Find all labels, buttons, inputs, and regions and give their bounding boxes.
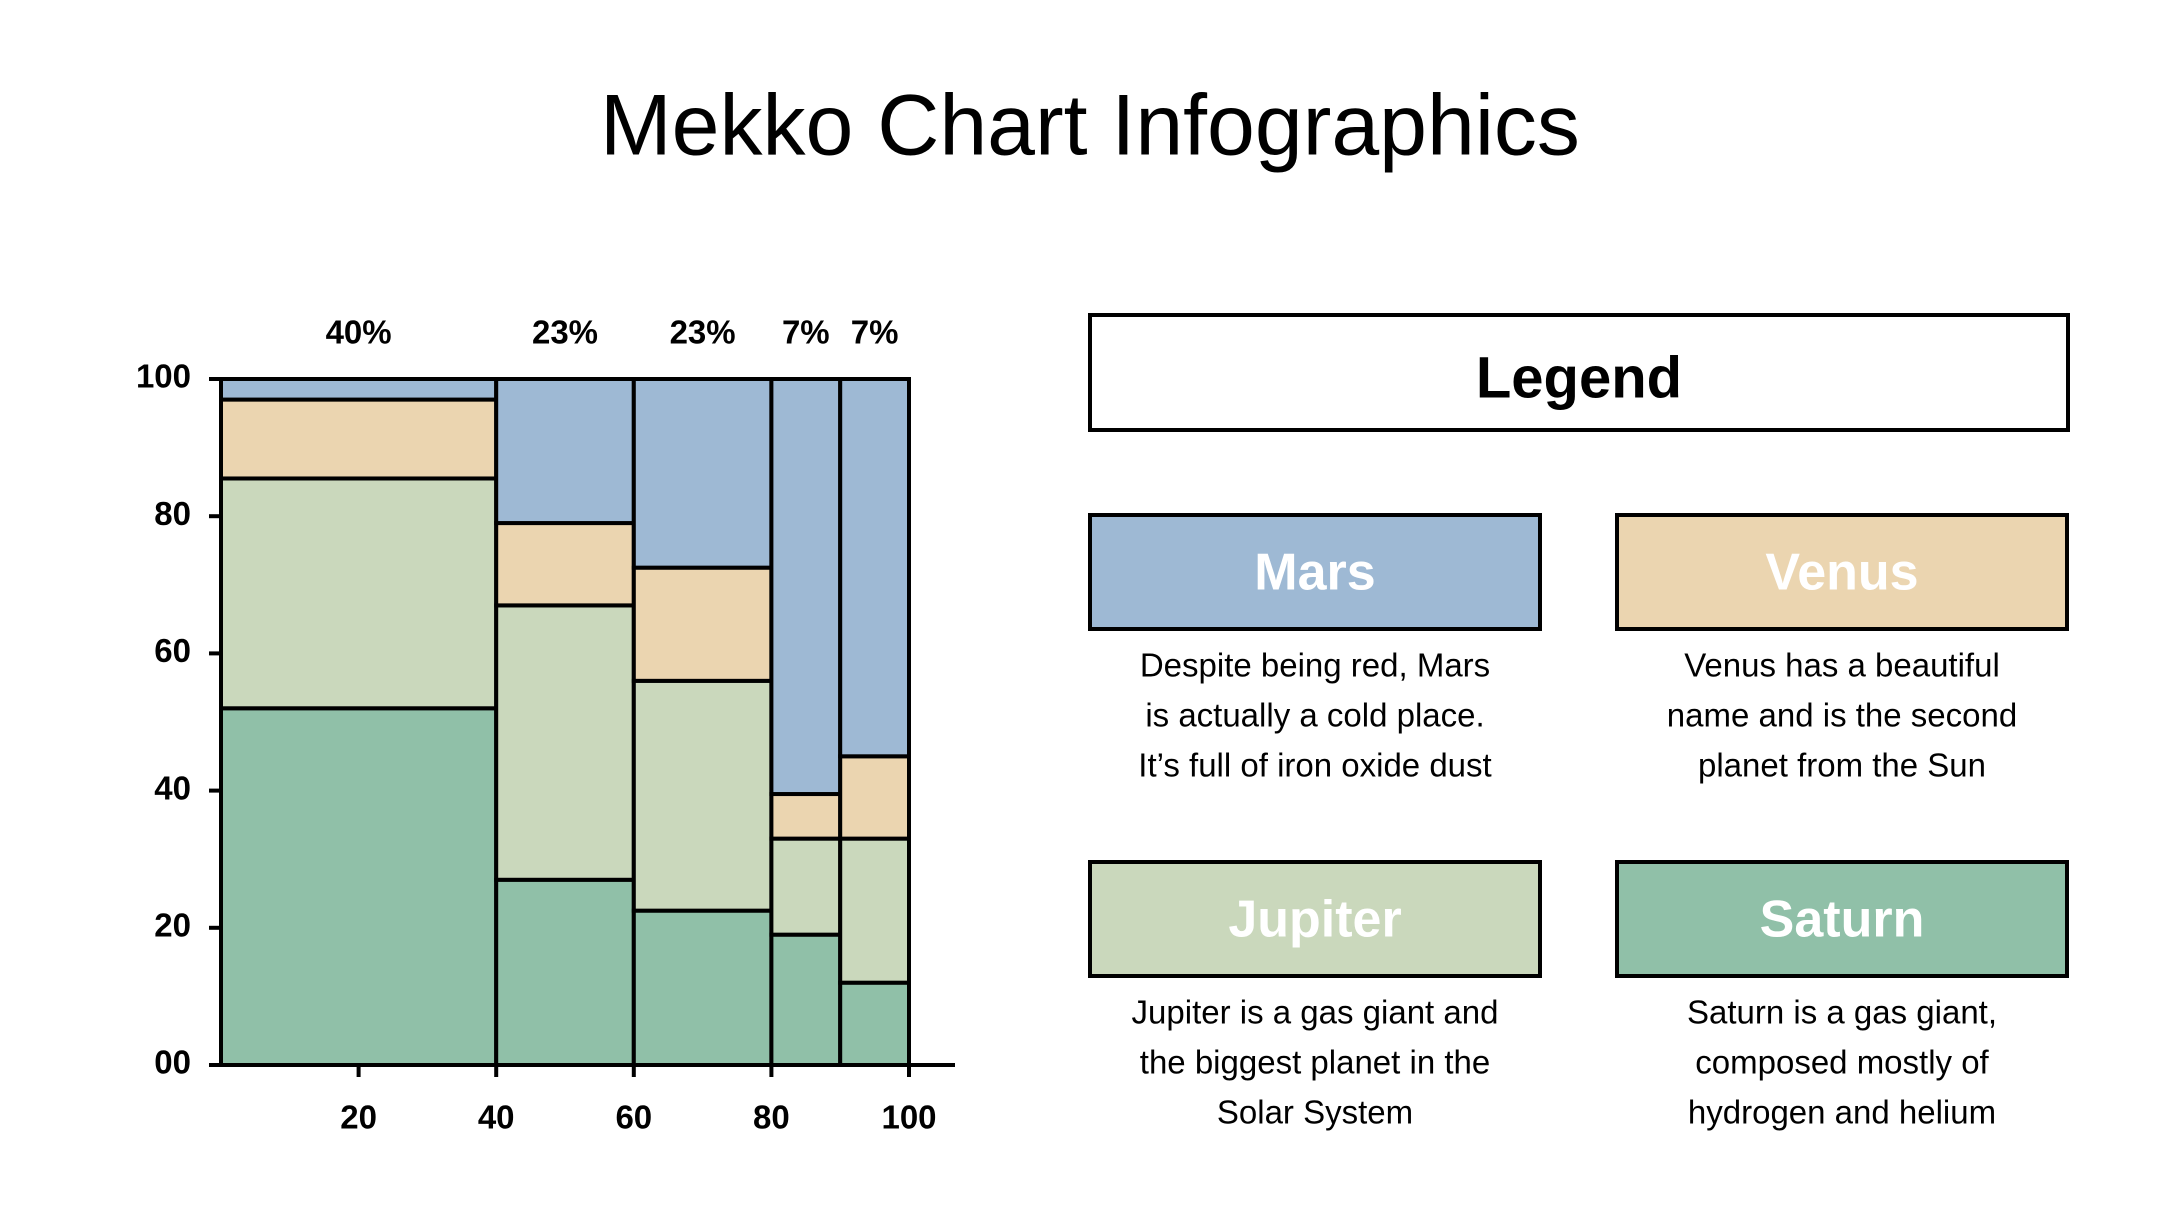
legend-label: Saturn — [1760, 891, 1925, 949]
mekko-segment — [838, 754, 912, 841]
y-tick-label: 100 — [136, 358, 191, 395]
legend-swatch — [1615, 513, 2069, 631]
y-tick-label: 20 — [154, 907, 191, 944]
mekko-segment — [494, 877, 636, 1068]
legend-description: the biggest planet in the — [1140, 1044, 1490, 1081]
x-tick-label: 60 — [615, 1099, 652, 1136]
legend-label: Jupiter — [1228, 891, 1401, 949]
legend-title: Legend — [1476, 345, 1682, 410]
mekko-segment — [631, 377, 774, 570]
mekko-segment — [219, 397, 499, 481]
mekko-segment — [494, 603, 636, 882]
legend-description: Saturn is a gas giant, — [1687, 994, 1997, 1031]
y-tick-label: 40 — [154, 769, 191, 806]
y-tick-label: 00 — [154, 1044, 191, 1081]
legend-description: composed mostly of — [1695, 1044, 1989, 1081]
legend-swatch — [1088, 860, 1542, 978]
mekko-segment — [769, 836, 843, 937]
legend-description: Jupiter is a gas giant and — [1132, 994, 1499, 1031]
legend-description: Venus has a beautiful — [1684, 647, 2000, 684]
mekko-segment — [494, 377, 636, 526]
column-label: 7% — [851, 314, 899, 351]
column-label: 23% — [670, 314, 736, 351]
y-tick-label: 60 — [154, 632, 191, 669]
x-tick-label: 100 — [881, 1099, 936, 1136]
legend-description: planet from the Sun — [1698, 747, 1986, 784]
legend-swatch — [1615, 860, 2069, 978]
slide-title: Mekko Chart Infographics — [600, 78, 1580, 174]
legend-description: hydrogen and helium — [1688, 1094, 1996, 1131]
legend-label: Venus — [1765, 544, 1918, 602]
mekko-segment — [494, 521, 636, 608]
mekko-segment — [838, 836, 912, 985]
legend-description: name and is the second — [1667, 697, 2017, 734]
x-tick-label: 20 — [340, 1099, 377, 1136]
mekko-segment — [631, 565, 774, 683]
column-label: 23% — [532, 314, 598, 351]
legend-label: Mars — [1254, 544, 1375, 602]
y-tick-label: 80 — [154, 495, 191, 532]
mekko-segment — [219, 377, 499, 402]
mekko-segment — [769, 792, 843, 841]
x-tick-label: 80 — [753, 1099, 790, 1136]
legend-description: is actually a cold place. — [1145, 697, 1484, 734]
legend-description: Despite being red, Mars — [1140, 647, 1490, 684]
mekko-segment — [631, 678, 774, 913]
mekko-segment — [838, 980, 912, 1067]
x-tick-label: 40 — [478, 1099, 515, 1136]
legend-swatch — [1088, 513, 1542, 631]
column-label: 40% — [326, 314, 392, 351]
mekko-segment — [219, 706, 499, 1068]
mekko-segment — [769, 932, 843, 1067]
mekko-segment — [631, 908, 774, 1068]
mekko-segment — [769, 377, 843, 797]
mekko-segment — [219, 476, 499, 711]
legend-header-box — [1088, 313, 2070, 432]
column-label: 7% — [782, 314, 830, 351]
mekko-segment — [838, 377, 912, 759]
legend-description: It’s full of iron oxide dust — [1138, 747, 1491, 784]
legend-description: Solar System — [1217, 1094, 1413, 1131]
